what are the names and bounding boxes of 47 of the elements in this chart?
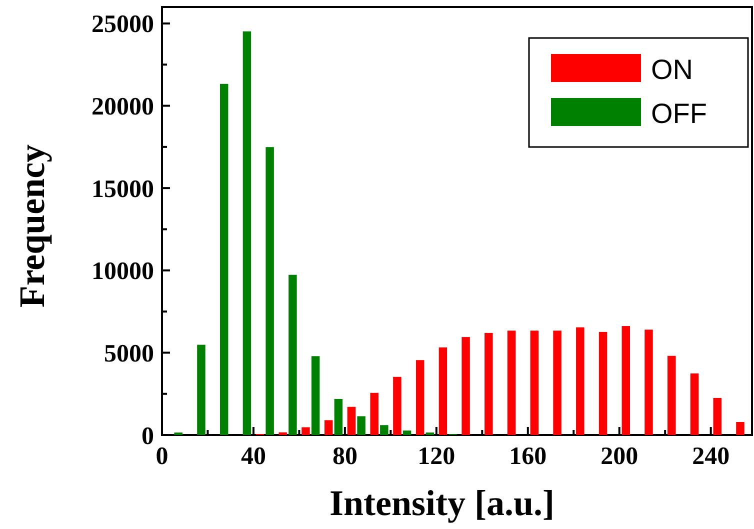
x-tick-label: 200: [600, 443, 638, 470]
bar: [668, 356, 676, 435]
x-tick-label: 40: [240, 443, 266, 470]
bar: [302, 427, 310, 435]
bar: [690, 373, 699, 435]
y-axis-title: Frequency: [12, 144, 52, 308]
bar: [220, 84, 228, 435]
bar: [311, 356, 320, 435]
bar: [402, 430, 412, 435]
bar: [530, 330, 539, 435]
x-axis-title: Intensity [a.u.]: [329, 483, 555, 523]
bar: [380, 425, 388, 435]
bar: [576, 327, 584, 435]
bar: [324, 420, 333, 435]
x-tick-label: 240: [692, 443, 730, 470]
bar: [622, 326, 630, 435]
bar: [357, 416, 366, 435]
bar: [288, 274, 297, 435]
y-tick-label: 10000: [92, 258, 154, 286]
y-tick-label: 15000: [92, 176, 154, 203]
legend-label: ON: [651, 54, 693, 85]
bar: [644, 330, 653, 435]
bar: [736, 422, 744, 435]
bar: [278, 432, 287, 435]
bar: [370, 392, 378, 435]
x-tick-label: 120: [418, 443, 456, 470]
x-tick-label: 160: [509, 443, 547, 470]
bar: [484, 332, 493, 435]
bar: [553, 330, 562, 435]
bar: [416, 360, 424, 435]
bar: [347, 406, 356, 435]
bar: [242, 31, 252, 435]
y-tick-label: 20000: [92, 94, 154, 121]
bar: [393, 376, 402, 435]
bar: [462, 337, 470, 435]
bar: [266, 147, 274, 435]
bar: [334, 398, 343, 435]
legend-label: OFF: [651, 98, 707, 129]
bar: [438, 347, 448, 435]
bar: [598, 332, 608, 435]
y-tick-label: 5000: [104, 340, 154, 368]
y-tick-label: 0: [142, 422, 154, 450]
bar: [713, 398, 722, 435]
bar: [507, 330, 516, 435]
x-tick-label: 80: [332, 443, 358, 470]
bar: [197, 344, 206, 435]
y-tick-label: 25000: [92, 11, 154, 38]
